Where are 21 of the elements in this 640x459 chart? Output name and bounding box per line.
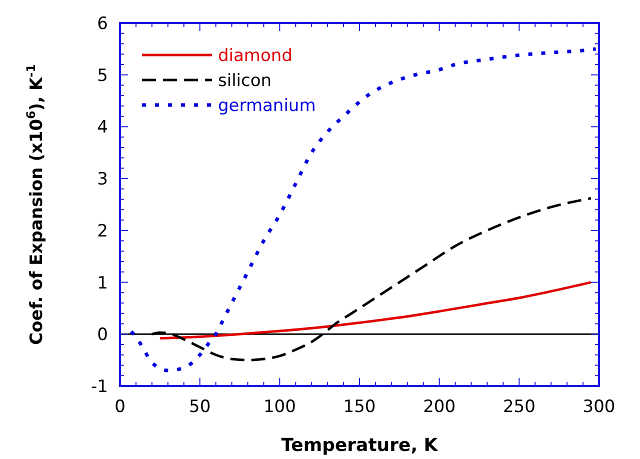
line-series	[158, 281, 592, 340]
y-tick-label: 6	[97, 14, 108, 34]
y-tick-label: -1	[91, 377, 108, 397]
x-tick-label: 100	[263, 397, 296, 417]
line-series	[129, 47, 598, 372]
x-tick-label: 200	[423, 397, 456, 417]
x-tick-label: 300	[582, 397, 616, 417]
y-tick-label: 3	[97, 170, 108, 190]
y-tick-label: 2	[97, 221, 108, 242]
legend-label: germanium	[218, 96, 316, 116]
y-tick-label: 4	[97, 118, 108, 138]
y-tick-label: 0	[97, 325, 108, 346]
x-tick-label: 150	[343, 397, 376, 417]
x-tick-label: 250	[502, 397, 536, 417]
x-axis-title: Temperature, K	[281, 435, 439, 456]
y-tick-label: 5	[97, 66, 108, 86]
x-tick-label: 50	[189, 397, 211, 417]
legend-label: diamond	[218, 46, 292, 66]
legend-label: silicon	[218, 71, 272, 91]
x-tick-label: 0	[114, 397, 126, 417]
y-tick-label: 1	[97, 273, 108, 294]
